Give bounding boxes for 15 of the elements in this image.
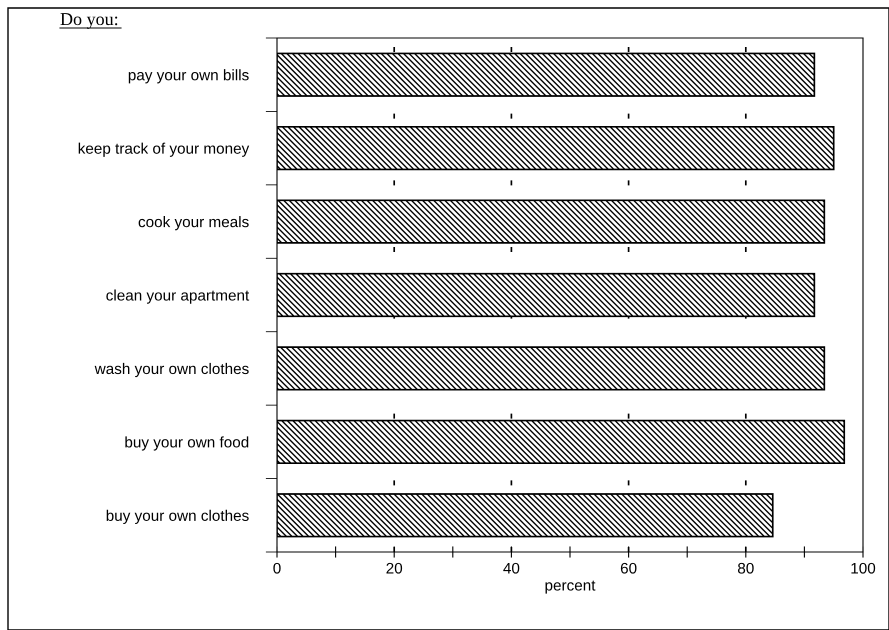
x-tick-label: 60 <box>620 562 636 574</box>
y-tick-label: keep track of your money <box>78 142 250 157</box>
x-tick-label: 80 <box>738 562 754 574</box>
x-tick-label: 40 <box>503 562 520 574</box>
x-tick-label: 0 <box>273 562 281 574</box>
x-axis-title: percent <box>546 580 596 594</box>
y-tick-label: buy your own food <box>125 436 248 451</box>
y-tick-label: clean your apartment <box>106 289 250 304</box>
y-tick-label: cook your meals <box>138 216 249 230</box>
text: Do you: <box>60 13 118 29</box>
y-tick-label: pay your own bills <box>128 69 249 84</box>
x-tick-label: 100 <box>851 562 876 574</box>
x-tick-label: 20 <box>386 562 402 574</box>
y-tick-label: wash your own clothes <box>94 362 249 378</box>
y-tick-label: buy your own clothes <box>106 510 249 524</box>
